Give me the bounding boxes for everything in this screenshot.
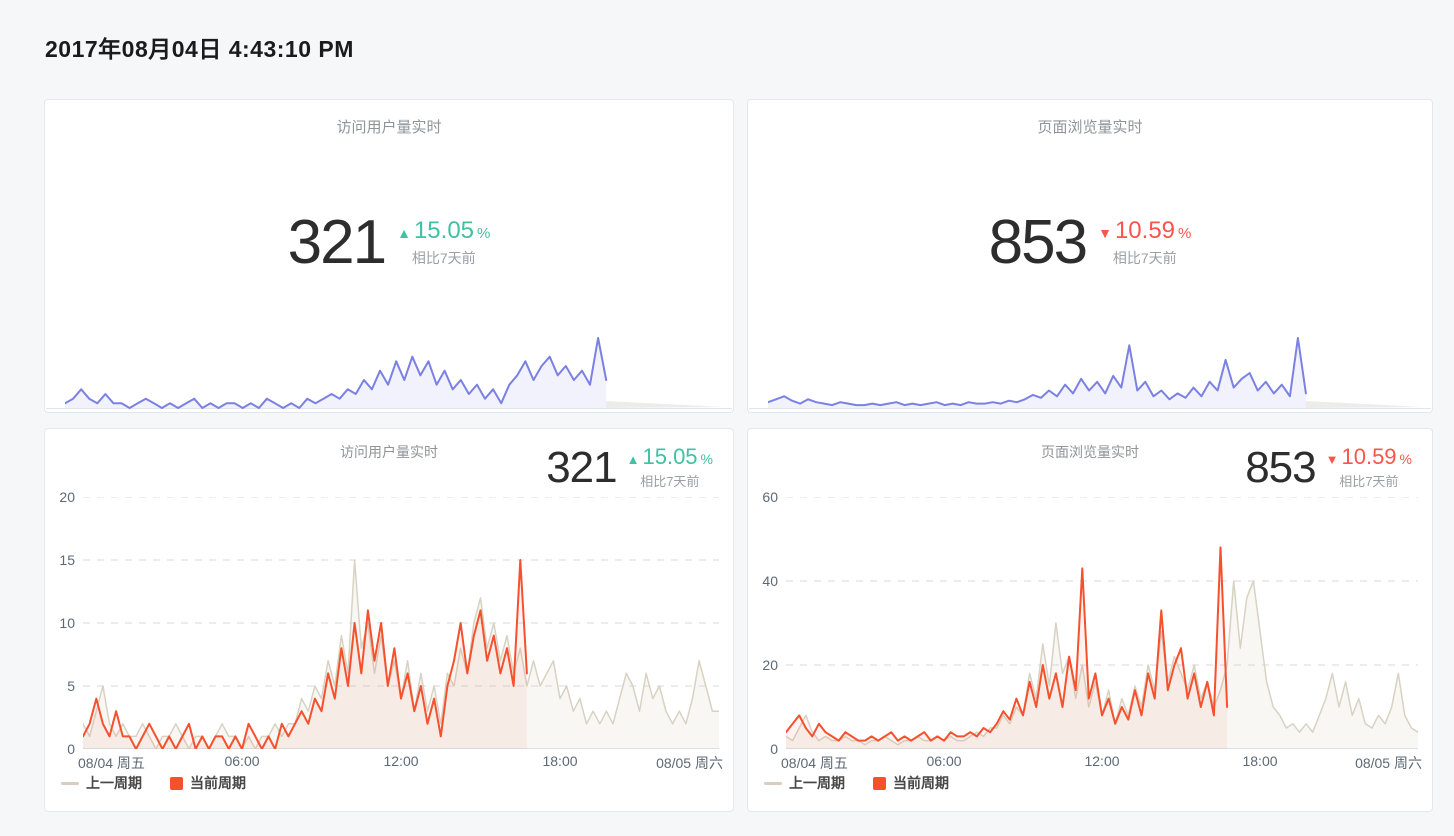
x-axis-tick: 12:00 bbox=[383, 753, 419, 769]
chart-title: 访问用户量实时 bbox=[340, 444, 438, 460]
trend-down-icon: ▼ bbox=[1098, 225, 1112, 242]
percent-sign: % bbox=[477, 225, 491, 243]
x-axis-tick: 18:00 bbox=[1242, 753, 1278, 769]
previous-period-line-icon bbox=[764, 781, 782, 785]
sparkline-canvas bbox=[767, 337, 1422, 408]
legend-label: 当前周期 bbox=[190, 775, 246, 791]
delta-percent: 15.05 bbox=[413, 217, 475, 245]
pageviews-stat-small: 853 ▼ 10.59 % 相比7天前 bbox=[1245, 443, 1412, 493]
x-axis-tick: 08/05 周六 bbox=[1355, 755, 1422, 771]
stat-delta: ▼ 10.59 % 相比7天前 bbox=[1098, 217, 1192, 267]
stat-delta: ▲ 15.05 % 相比7天前 bbox=[626, 444, 713, 490]
card-pageviews-summary: 页面浏览量实时 853 ▼ 10.59 % 相比7天前 bbox=[747, 99, 1433, 413]
pageviews-stat: 853 ▼ 10.59 % 相比7天前 bbox=[748, 212, 1432, 274]
pageviews-sparkline bbox=[767, 326, 1424, 410]
trend-up-icon: ▲ bbox=[397, 225, 411, 242]
x-axis-tick: 06:00 bbox=[926, 753, 962, 769]
chart-pageviews-comparison: 页面浏览量实时 853 ▼ 10.59 % 相比7天前 上一周期 当前周期 0 2… bbox=[747, 428, 1433, 812]
x-axis-tick: 06:00 bbox=[224, 753, 260, 769]
chart-legend: 上一周期 当前周期 bbox=[764, 773, 949, 793]
visitors-sparkline bbox=[64, 326, 725, 410]
stat-value: 321 bbox=[546, 443, 617, 493]
stat-value: 321 bbox=[287, 208, 387, 277]
stat-value: 853 bbox=[988, 208, 1088, 277]
y-axis-tick: 0 bbox=[770, 741, 778, 757]
percent-sign: % bbox=[1399, 451, 1412, 467]
current-period-swatch-icon bbox=[170, 776, 183, 790]
legend-current-period[interactable]: 当前周期 bbox=[170, 773, 246, 793]
x-axis-tick: 08/05 周六 bbox=[656, 755, 723, 771]
chart-plot-area bbox=[82, 496, 720, 750]
y-axis-tick: 40 bbox=[762, 573, 778, 589]
y-axis-tick: 5 bbox=[67, 678, 75, 694]
y-axis-tick: 10 bbox=[59, 615, 75, 631]
card-visitors-summary: 访问用户量实时 321 ▲ 15.05 % 相比7天前 bbox=[44, 99, 734, 413]
current-period-swatch-icon bbox=[873, 776, 886, 790]
percent-sign: % bbox=[700, 451, 713, 467]
x-axis-tick: 08/04 周五 bbox=[78, 755, 145, 771]
visitors-stat-small: 321 ▲ 15.05 % 相比7天前 bbox=[546, 443, 713, 493]
legend-label: 当前周期 bbox=[893, 775, 949, 791]
card-title: 访问用户量实时 bbox=[336, 119, 442, 136]
page-timestamp: 2017年08月04日 4:43:10 PM bbox=[45, 36, 354, 62]
trend-up-icon: ▲ bbox=[626, 452, 640, 467]
stat-delta: ▼ 10.59 % 相比7天前 bbox=[1325, 444, 1412, 490]
compare-label: 相比7天前 bbox=[411, 249, 476, 266]
y-axis-tick: 20 bbox=[762, 657, 778, 673]
previous-period-line-icon bbox=[61, 781, 79, 785]
x-axis-tick: 18:00 bbox=[542, 753, 578, 769]
y-axis-tick: 15 bbox=[59, 552, 75, 568]
y-axis-tick: 0 bbox=[67, 741, 75, 757]
delta-percent: 10.59 bbox=[1341, 444, 1397, 469]
stat-delta: ▲ 15.05 % 相比7天前 bbox=[397, 217, 491, 267]
y-axis-tick: 20 bbox=[59, 489, 75, 505]
legend-current-period[interactable]: 当前周期 bbox=[873, 773, 949, 793]
card-title: 页面浏览量实时 bbox=[1037, 119, 1143, 136]
percent-sign: % bbox=[1178, 225, 1192, 243]
spark-axis bbox=[46, 408, 732, 409]
chart-legend: 上一周期 当前周期 bbox=[61, 773, 246, 793]
stat-value: 853 bbox=[1245, 443, 1316, 493]
trend-down-icon: ▼ bbox=[1325, 452, 1339, 467]
delta-percent: 15.05 bbox=[642, 444, 698, 469]
visitors-stat: 321 ▲ 15.05 % 相比7天前 bbox=[45, 212, 733, 274]
chart-plot-area bbox=[785, 496, 1419, 749]
compare-label: 相比7天前 bbox=[1112, 249, 1177, 266]
compare-label: 相比7天前 bbox=[640, 474, 700, 490]
x-axis-tick: 12:00 bbox=[1084, 753, 1120, 769]
spark-axis bbox=[749, 408, 1431, 409]
legend-previous-period[interactable]: 上一周期 bbox=[61, 773, 142, 793]
legend-label: 上一周期 bbox=[86, 775, 142, 791]
y-axis-tick: 60 bbox=[762, 489, 778, 505]
chart-canvas bbox=[785, 496, 1419, 749]
legend-previous-period[interactable]: 上一周期 bbox=[764, 773, 845, 793]
sparkline-canvas bbox=[64, 337, 723, 409]
x-axis-tick: 08/04 周五 bbox=[781, 755, 848, 771]
legend-label: 上一周期 bbox=[789, 775, 845, 791]
chart-title: 页面浏览量实时 bbox=[1041, 444, 1139, 460]
chart-canvas bbox=[82, 496, 720, 750]
delta-percent: 10.59 bbox=[1114, 217, 1176, 245]
compare-label: 相比7天前 bbox=[1339, 474, 1399, 490]
chart-visitors-comparison: 访问用户量实时 321 ▲ 15.05 % 相比7天前 上一周期 当前周期 0 5… bbox=[44, 428, 734, 812]
